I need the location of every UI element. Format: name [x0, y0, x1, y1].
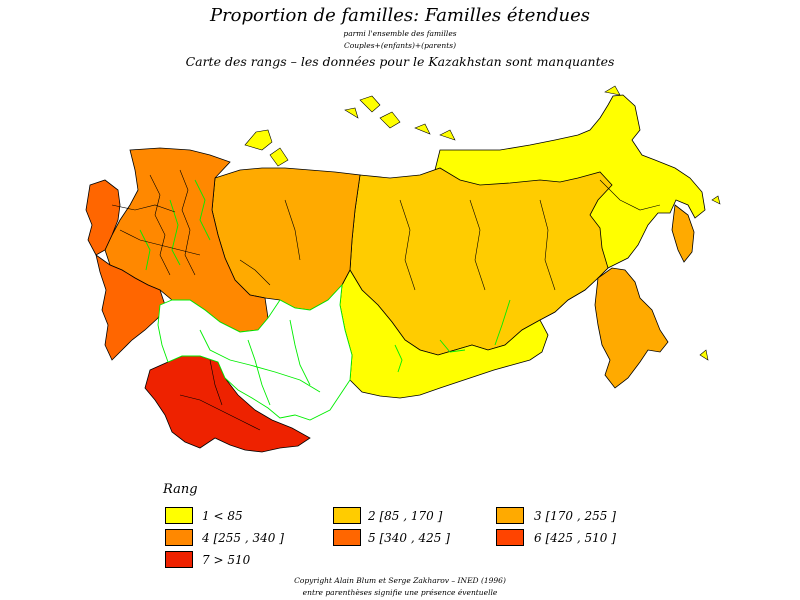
legend-label-1: 1 < 85 — [202, 509, 243, 523]
oblast-boundaries — [139, 179, 511, 406]
legend-label-3: 3 [170 , 255 ] — [534, 509, 616, 523]
legend-swatch-6 — [496, 529, 524, 546]
map-subtitle-definition: Couples+(enfants)+(parents) — [343, 41, 457, 50]
map-subtitle-note: Carte des rangs – les données pour le Ka… — [185, 54, 615, 69]
region-kazakhstan-missing — [157, 283, 353, 421]
legend-swatch-3 — [496, 507, 524, 524]
legend-label-6: 6 [425 , 510 ] — [534, 531, 616, 545]
legend-swatch-2 — [333, 507, 361, 524]
legend-title: Rang — [163, 482, 198, 497]
region-ukraine — [95, 254, 166, 361]
legend-swatch-4 — [165, 529, 193, 546]
legend-swatch-5 — [333, 529, 361, 546]
region-kamchatka — [671, 204, 695, 263]
region-baltic — [85, 179, 121, 256]
copyright-note: Copyright Alain Blum et Serge Zakharov –… — [294, 576, 506, 585]
region-pacific-coast — [594, 267, 669, 389]
legend-label-5: 5 [340 , 425 ] — [368, 531, 450, 545]
legend-label-2: 2 [85 , 170 ] — [368, 509, 443, 523]
arctic-islands — [244, 85, 721, 361]
legend-label-7: 7 > 510 — [202, 553, 251, 567]
parentheses-note: entre parenthèses signifie une présence … — [302, 588, 498, 597]
region-boundaries — [111, 169, 661, 431]
map-subtitle-denominator: parmi l'ensemble des familles — [343, 29, 457, 38]
legend-label-4: 4 [255 , 340 ] — [202, 531, 284, 545]
legend-swatch-1 — [165, 507, 193, 524]
legend-swatch-7 — [165, 551, 193, 568]
map-title: Proportion de familles: Familles étendue… — [209, 5, 591, 26]
